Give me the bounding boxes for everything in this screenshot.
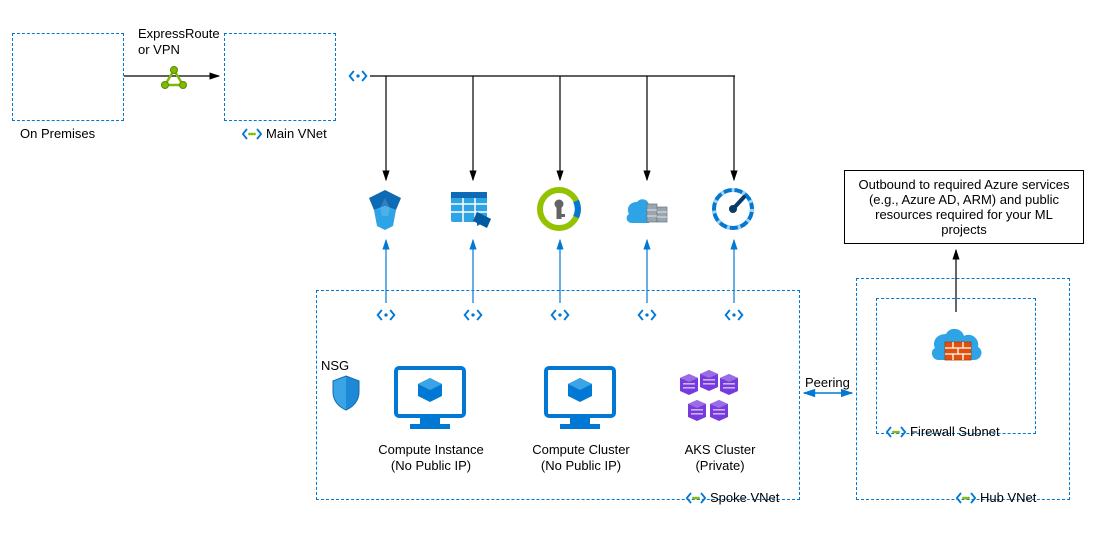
cr-icon [710, 186, 756, 232]
nsg-label: NSG [321, 358, 349, 373]
express-route-label: ExpressRoute or VPN [138, 26, 228, 59]
outbound-text-box: Outbound to required Azure services (e.g… [844, 170, 1084, 244]
compute-cluster-label: Compute Cluster (No Public IP) [516, 442, 646, 475]
private-endpoint-icon [637, 307, 657, 323]
private-endpoint-icon [463, 307, 483, 323]
main-vnet-label: Main VNet [266, 126, 327, 141]
private-endpoint-icon [348, 68, 368, 84]
private-endpoint-icon [550, 307, 570, 323]
aks-cluster-label: AKS Cluster (Private) [675, 442, 765, 475]
compute-cluster-icon [540, 362, 620, 436]
peering-label: Peering [805, 375, 850, 390]
ml-icon [362, 186, 408, 232]
firewall-icon [928, 312, 986, 370]
hub-vnet-label: Hub VNet [980, 490, 1036, 505]
storage-icon [449, 188, 495, 232]
main-vnet-box [224, 33, 336, 121]
on-premises-label: On Premises [20, 126, 95, 141]
vnet-icon [956, 491, 976, 505]
on-premises-box [12, 33, 124, 121]
firewall-subnet-label: Firewall Subnet [910, 424, 1000, 439]
vnet-icon [242, 127, 262, 141]
outbound-text: Outbound to required Azure services (e.g… [851, 177, 1077, 237]
compute-instance-label: Compute Instance (No Public IP) [366, 442, 496, 475]
acr-icon [623, 188, 671, 230]
aks-cluster-icon [680, 370, 752, 432]
vnet-icon [686, 491, 706, 505]
private-endpoint-icon [724, 307, 744, 323]
express-route-icon [160, 66, 188, 90]
vnet-icon [886, 425, 906, 439]
private-endpoint-icon [376, 307, 396, 323]
shield-icon [330, 374, 362, 412]
keyvault-icon [536, 186, 582, 232]
spoke-vnet-label: Spoke VNet [710, 490, 779, 505]
compute-instance-icon [390, 362, 470, 436]
